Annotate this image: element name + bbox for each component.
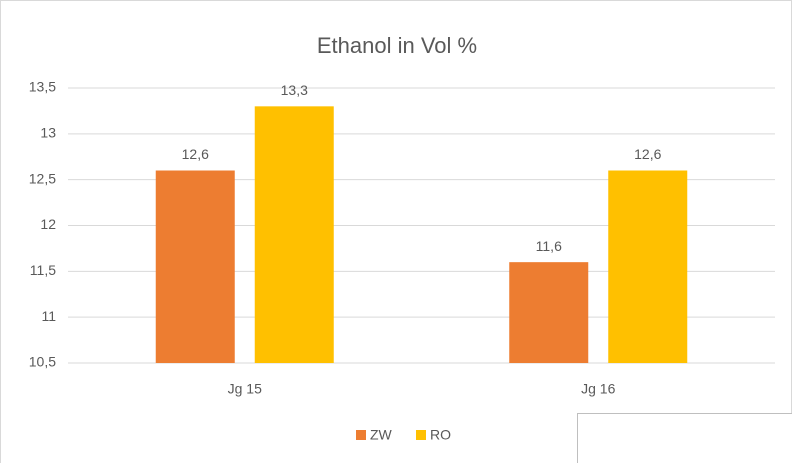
- bar: [608, 170, 688, 363]
- legend-swatch: [416, 430, 426, 440]
- bar: [254, 106, 334, 363]
- data-label: 12,6: [182, 146, 209, 162]
- x-tick-label: Jg 16: [581, 381, 615, 397]
- bar: [155, 170, 235, 363]
- y-tick-label: 12: [40, 216, 56, 232]
- legend-swatch: [356, 430, 366, 440]
- y-tick-label: 13: [40, 125, 56, 141]
- y-tick-label: 13,5: [29, 79, 56, 95]
- y-tick-label: 10,5: [29, 354, 56, 370]
- data-label: 11,6: [536, 238, 562, 254]
- legend-label: RO: [430, 427, 451, 443]
- bar: [509, 262, 589, 363]
- y-tick-label: 11: [41, 308, 56, 324]
- y-tick-label: 12,5: [29, 170, 56, 186]
- data-label: 12,6: [634, 146, 661, 162]
- y-tick-label: 11,5: [30, 262, 56, 278]
- chart-title: Ethanol in Vol %: [317, 33, 477, 58]
- legend-label: ZW: [370, 427, 393, 443]
- x-tick-label: Jg 15: [228, 381, 262, 397]
- overlay-box: [577, 413, 792, 463]
- data-label: 13,3: [281, 82, 308, 98]
